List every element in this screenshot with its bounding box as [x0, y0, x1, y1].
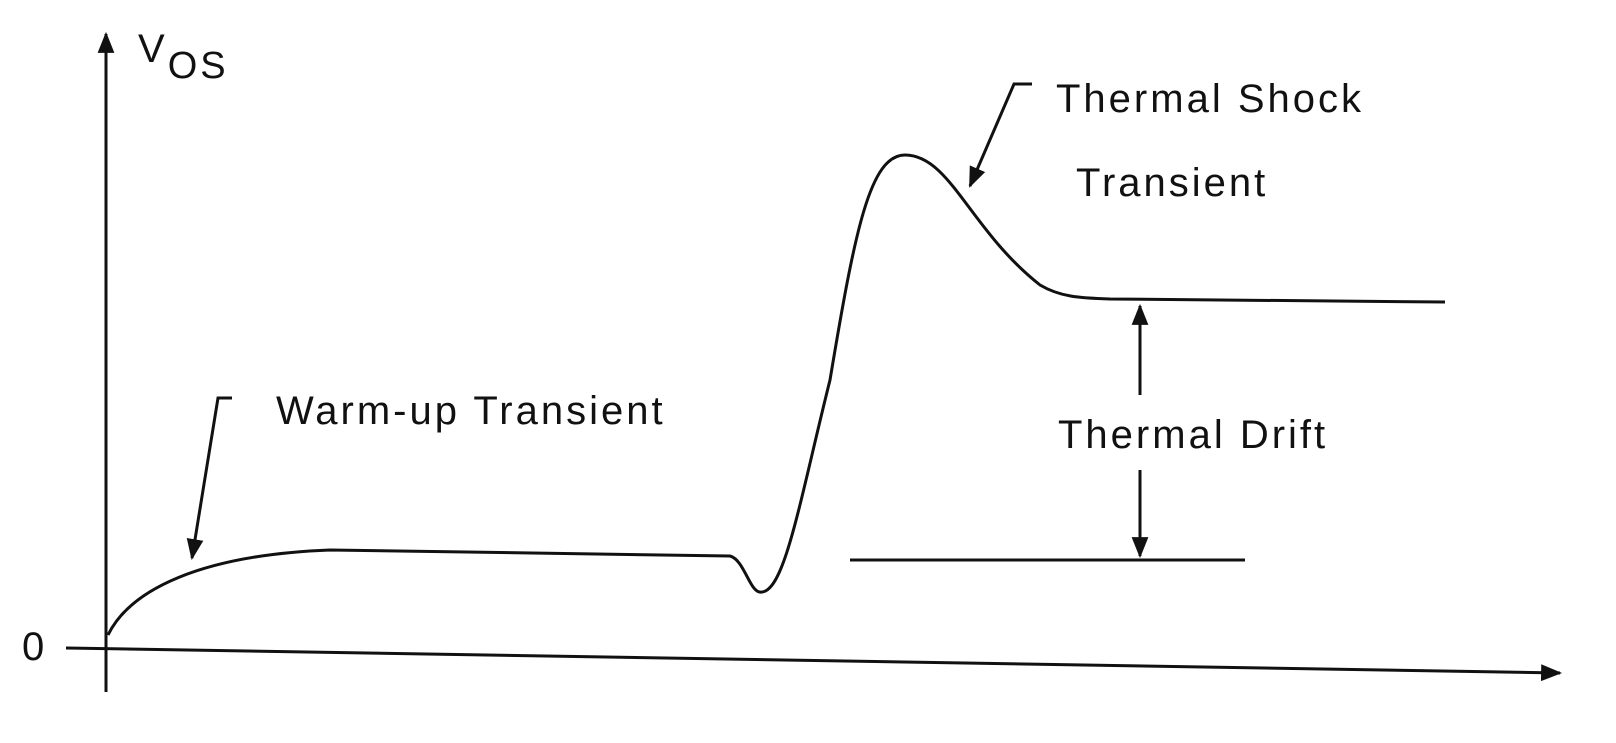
origin-label: 0	[22, 625, 47, 669]
y-axis-label: VOS	[138, 27, 229, 87]
x-axis	[65, 646, 1563, 682]
drift-label: Thermal Drift	[1058, 413, 1328, 457]
warm-up-label: Warm-up Transient	[276, 389, 666, 433]
vos-curve	[106, 153, 1446, 636]
y-axis-label-base: V	[138, 27, 168, 71]
shock-label-line-1: Thermal Shock	[1056, 77, 1364, 121]
y-axis-label-subscript: OS	[168, 45, 229, 87]
shock-leader	[968, 82, 1032, 188]
shock-label-line-2: Transient	[1076, 161, 1268, 205]
warm-up-leader	[186, 396, 232, 561]
